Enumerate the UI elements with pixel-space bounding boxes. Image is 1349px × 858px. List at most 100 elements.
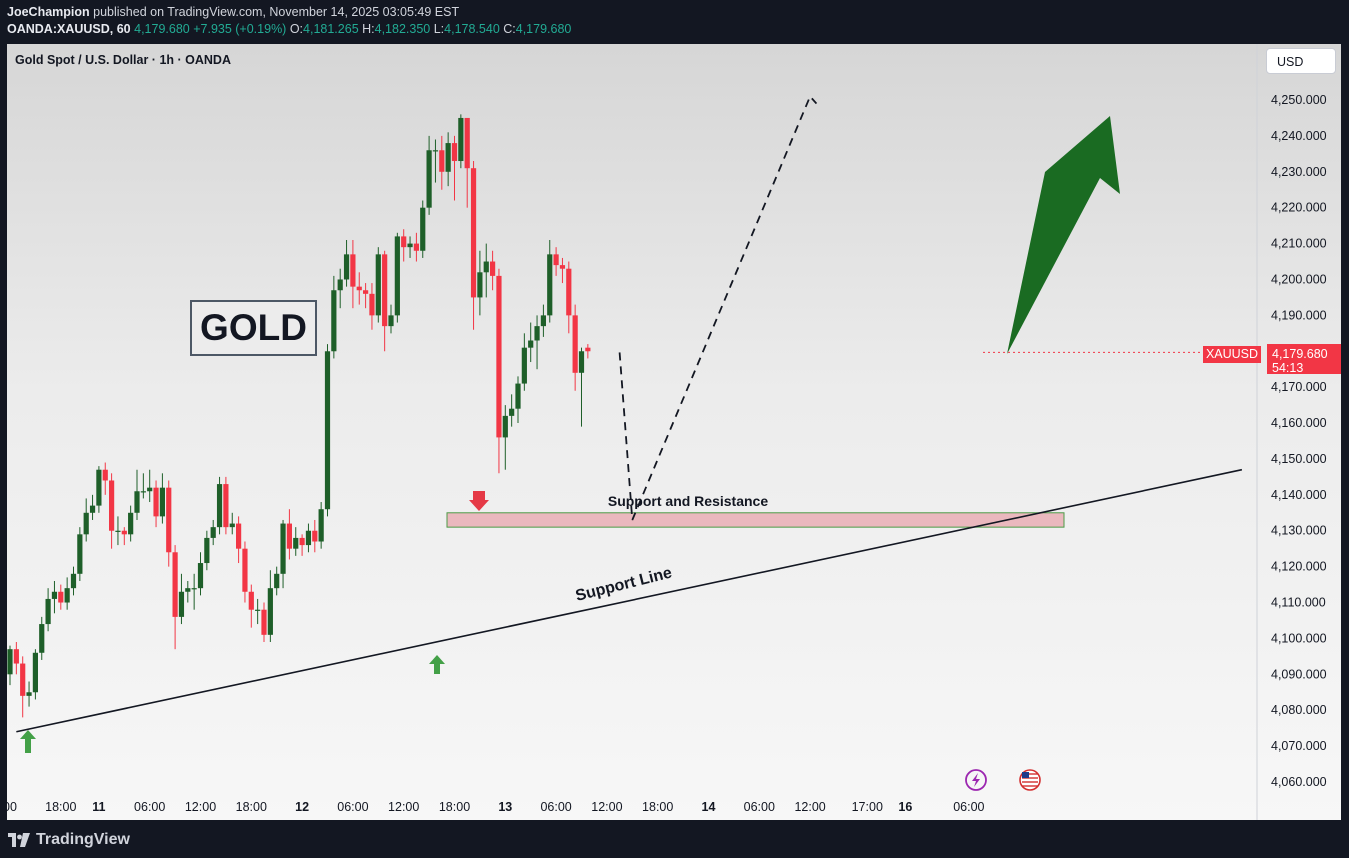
candle-body — [363, 290, 369, 294]
candle-body — [128, 512, 134, 535]
candle-body — [191, 588, 197, 590]
candle-body — [515, 383, 521, 409]
flag-canton — [1022, 772, 1029, 778]
y-tick-label: 4,130.000 — [1271, 524, 1327, 538]
candle-body — [255, 609, 261, 611]
candle-body — [483, 261, 489, 273]
candle-body — [521, 347, 527, 384]
candle-body — [20, 663, 26, 696]
y-tick-label: 4,200.000 — [1271, 272, 1327, 286]
y-tick-label: 4,080.000 — [1271, 703, 1327, 717]
open-value: 4,181.265 — [303, 22, 359, 36]
candle-body — [26, 692, 32, 696]
y-tick-label: 4,240.000 — [1271, 129, 1327, 143]
low-label: L: — [433, 22, 445, 36]
candle-body — [331, 290, 337, 352]
x-tick-label: 06:00 — [540, 800, 571, 814]
lightning-bolt-icon — [972, 773, 980, 787]
bar-countdown: 54:13 — [1272, 361, 1304, 375]
high-label: H: — [362, 22, 375, 36]
symbol-label[interactable]: OANDA:XAUUSD, 60 — [7, 22, 131, 36]
candle-body — [267, 588, 273, 635]
candle-body — [261, 609, 267, 635]
tradingview-icon — [8, 833, 30, 847]
candle-body — [109, 480, 115, 531]
candle-body — [223, 484, 229, 528]
candle-body — [407, 243, 413, 248]
candle-body — [58, 591, 64, 603]
x-tick-label: 18:00 — [439, 800, 470, 814]
x-tick-label: 18:00 — [45, 800, 76, 814]
candle-body — [286, 523, 292, 549]
currency-button[interactable]: USD — [1266, 48, 1336, 74]
buy-marker-arrow-icon — [429, 655, 445, 674]
y-tick-label: 4,220.000 — [1271, 201, 1327, 215]
last-price-tag: 4,179.680 54:13 — [1267, 344, 1341, 375]
candle-body — [121, 530, 127, 535]
x-tick-label: 17:00 — [852, 800, 883, 814]
candle-body — [477, 272, 483, 298]
candle-body — [89, 505, 96, 513]
candle-body — [572, 315, 578, 373]
candle-body — [375, 254, 381, 316]
tradingview-logo[interactable]: TradingView — [8, 831, 130, 849]
candle-body — [337, 279, 343, 291]
candle-body — [356, 286, 362, 291]
author-name[interactable]: JoeChampion — [7, 5, 90, 19]
x-tick-label: 06:00 — [953, 800, 984, 814]
candle-body — [197, 563, 204, 589]
candle-body — [204, 537, 210, 564]
candle-body — [178, 591, 185, 617]
gold-annotation: GOLD — [190, 300, 317, 356]
candle-body — [153, 487, 159, 517]
candle-body — [496, 275, 502, 438]
low-value: 4,178.540 — [444, 22, 500, 36]
candle-body — [280, 523, 286, 574]
candle-body — [210, 527, 216, 538]
x-tick-label: 12 — [295, 800, 309, 814]
candle-body — [350, 254, 356, 287]
close-label: C: — [503, 22, 516, 36]
chart-panel[interactable]: 4,250.000 4,240.000 4,230.000 4,220.000 4,21… — [7, 44, 1341, 820]
candle-body — [70, 573, 77, 589]
candle-body — [299, 537, 305, 546]
y-tick-label: 4,100.000 — [1271, 631, 1327, 645]
candle-body — [115, 530, 121, 532]
candle-body — [102, 469, 108, 481]
candle-body — [312, 530, 318, 542]
candle-body — [547, 254, 553, 316]
candle-body — [585, 347, 591, 352]
candlestick-chart[interactable]: 4,250.000 4,240.000 4,230.000 4,220.000 4,21… — [7, 44, 1341, 820]
ohlc-legend: OANDA:XAUUSD, 60 4,179.680 +7.935 (+0.19… — [7, 22, 571, 36]
candle-body — [140, 491, 146, 493]
y-tick-label: 4,090.000 — [1271, 667, 1327, 681]
candle-body — [185, 588, 191, 592]
projection-path — [618, 94, 818, 521]
x-tick-label: 18:00 — [236, 800, 267, 814]
candle-body — [51, 591, 58, 599]
x-tick-label: 12:00 — [388, 800, 419, 814]
x-tick-label: 14 — [702, 800, 716, 814]
candle-body — [426, 150, 432, 208]
candle-body — [229, 523, 235, 528]
candle-body — [540, 315, 546, 327]
candle-body — [464, 117, 470, 169]
candle-body — [420, 207, 426, 251]
x-tick-label: 06:00 — [134, 800, 165, 814]
candle-body — [470, 168, 477, 298]
support-line-label: Support Line — [574, 564, 674, 604]
y-tick-label: 4,190.000 — [1271, 308, 1327, 322]
publish-date: published on TradingView.com, November 1… — [93, 5, 460, 19]
candle-body — [566, 268, 572, 316]
candle-body — [369, 293, 375, 316]
candle-body — [134, 491, 140, 513]
high-value: 4,182.350 — [374, 22, 431, 36]
y-tick-label: 4,230.000 — [1271, 165, 1327, 179]
x-tick-label: 16 — [898, 800, 912, 814]
y-tick-label: 4,060.000 — [1271, 775, 1327, 789]
candle-body — [248, 591, 254, 610]
candle-body — [236, 523, 242, 549]
candle-body — [324, 351, 331, 510]
candle-body — [96, 469, 102, 506]
candle-body — [216, 484, 223, 528]
